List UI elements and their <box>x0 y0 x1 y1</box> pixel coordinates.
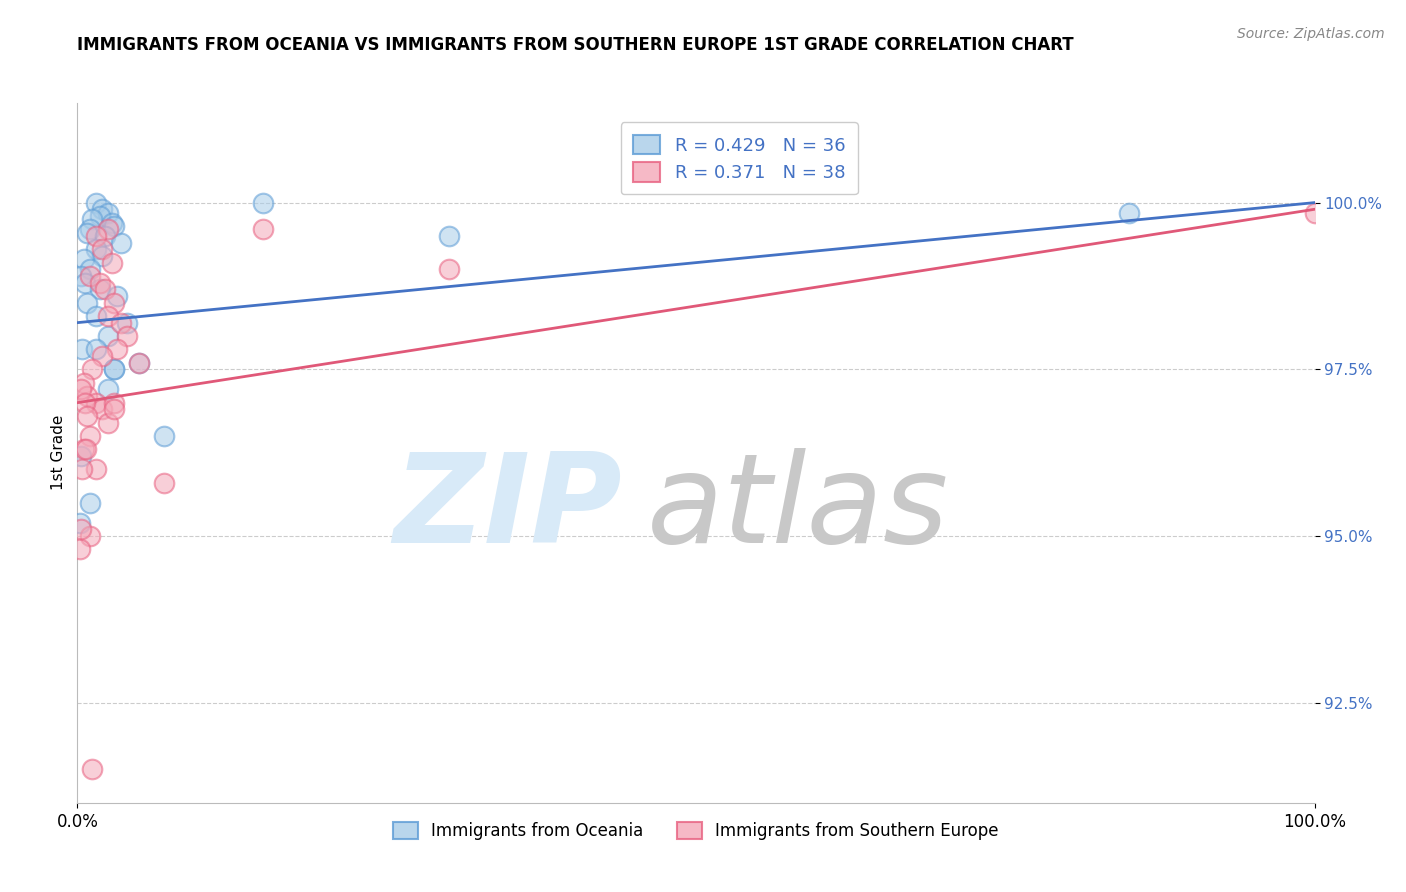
Point <box>79 496 101 510</box>
Point <box>89 276 111 290</box>
Point <box>76 409 98 423</box>
Point <box>84 395 107 409</box>
Point <box>69 516 91 530</box>
Y-axis label: 1st Grade: 1st Grade <box>51 415 66 491</box>
Point <box>82 212 104 227</box>
Point <box>70 382 93 396</box>
Point <box>103 295 125 310</box>
Point <box>72 376 94 390</box>
Point <box>115 316 138 330</box>
Point <box>89 282 111 296</box>
Point <box>79 429 101 443</box>
Text: atlas: atlas <box>647 448 949 569</box>
Point <box>79 222 101 236</box>
Point <box>103 362 125 376</box>
Point <box>97 309 120 323</box>
Point <box>97 222 120 236</box>
Legend: Immigrants from Oceania, Immigrants from Southern Europe: Immigrants from Oceania, Immigrants from… <box>387 815 1005 847</box>
Text: IMMIGRANTS FROM OCEANIA VS IMMIGRANTS FROM SOUTHERN EUROPE 1ST GRADE CORRELATION: IMMIGRANTS FROM OCEANIA VS IMMIGRANTS FR… <box>77 36 1074 54</box>
Point <box>153 475 176 490</box>
Point <box>84 195 107 210</box>
Point <box>73 395 96 409</box>
Point <box>79 529 101 543</box>
Point <box>1303 205 1326 219</box>
Point <box>91 402 114 417</box>
Point <box>89 209 111 223</box>
Point <box>103 362 125 376</box>
Point <box>103 219 125 233</box>
Point <box>115 329 138 343</box>
Point <box>75 442 97 457</box>
Point <box>84 242 107 256</box>
Point <box>84 462 107 476</box>
Point <box>110 235 132 250</box>
Point <box>76 295 98 310</box>
Point <box>70 449 93 463</box>
Point <box>79 262 101 277</box>
Point <box>73 276 96 290</box>
Point <box>70 268 93 283</box>
Point <box>97 205 120 219</box>
Point <box>437 262 460 277</box>
Point <box>93 229 115 244</box>
Point <box>79 268 101 283</box>
Text: ZIP: ZIP <box>394 448 621 569</box>
Point <box>97 416 120 430</box>
Point <box>103 395 125 409</box>
Point <box>105 343 128 357</box>
Point <box>128 356 150 370</box>
Point <box>69 542 91 557</box>
Point <box>252 222 274 236</box>
Point <box>84 309 107 323</box>
Point <box>91 249 114 263</box>
Point <box>82 362 104 376</box>
Point <box>105 289 128 303</box>
Text: Source: ZipAtlas.com: Source: ZipAtlas.com <box>1237 27 1385 41</box>
Point <box>70 522 93 536</box>
Point <box>84 343 107 357</box>
Point <box>101 255 124 269</box>
Point <box>82 763 104 777</box>
Point <box>252 195 274 210</box>
Point <box>97 329 120 343</box>
Point <box>91 202 114 217</box>
Point <box>72 252 94 267</box>
Point <box>91 349 114 363</box>
Point <box>153 429 176 443</box>
Point <box>72 343 94 357</box>
Point <box>76 389 98 403</box>
Point <box>72 442 94 457</box>
Point <box>72 462 94 476</box>
Point <box>103 402 125 417</box>
Point <box>84 229 107 244</box>
Point <box>128 356 150 370</box>
Point <box>97 382 120 396</box>
Point <box>76 226 98 240</box>
Point <box>110 316 132 330</box>
Point <box>93 282 115 296</box>
Point <box>101 216 124 230</box>
Point <box>437 229 460 244</box>
Point <box>1118 205 1140 219</box>
Point <box>91 242 114 256</box>
